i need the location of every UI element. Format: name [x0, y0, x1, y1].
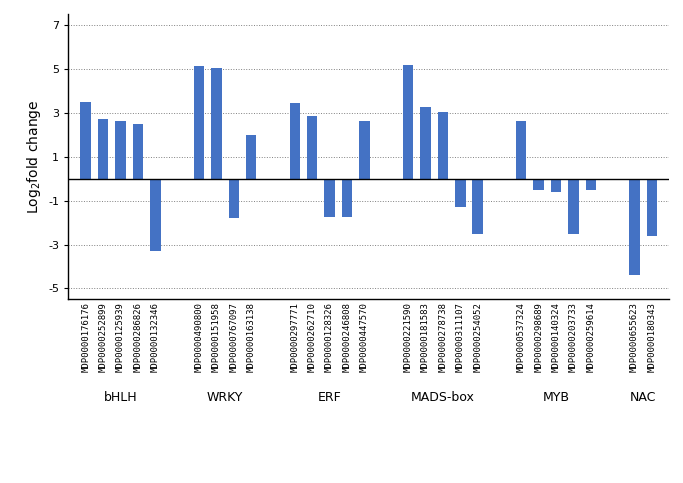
Bar: [473, 179, 483, 234]
Text: bHLH: bHLH: [104, 391, 137, 404]
Bar: [403, 65, 413, 179]
Text: WRKY: WRKY: [207, 391, 243, 404]
Bar: [115, 121, 126, 179]
Bar: [133, 124, 143, 179]
Bar: [194, 66, 204, 179]
Text: NAC: NAC: [630, 391, 656, 404]
Bar: [420, 107, 431, 179]
Bar: [629, 179, 640, 275]
Y-axis label: Log$_2$fold change: Log$_2$fold change: [25, 99, 43, 214]
Bar: [150, 179, 161, 251]
Bar: [290, 103, 300, 179]
Bar: [211, 68, 221, 179]
Bar: [324, 179, 335, 217]
Bar: [246, 135, 256, 179]
Bar: [98, 119, 109, 179]
Text: MADS-box: MADS-box: [411, 391, 475, 404]
Bar: [586, 179, 596, 190]
Bar: [647, 179, 657, 236]
Text: ERF: ERF: [318, 391, 342, 404]
Text: MYB: MYB: [542, 391, 570, 404]
Bar: [516, 121, 527, 179]
Bar: [359, 121, 370, 179]
Bar: [307, 116, 318, 179]
Bar: [229, 179, 239, 218]
Bar: [438, 112, 448, 179]
Bar: [568, 179, 579, 234]
Bar: [455, 179, 466, 207]
Bar: [533, 179, 544, 190]
Bar: [81, 102, 91, 179]
Bar: [551, 179, 561, 192]
Bar: [342, 179, 352, 217]
